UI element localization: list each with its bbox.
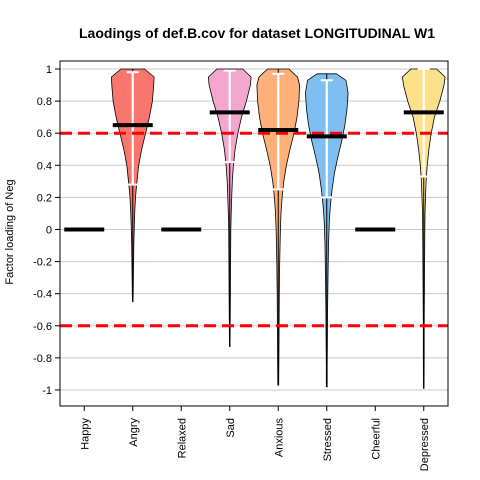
y-tick-label: 1 bbox=[46, 64, 52, 76]
y-axis: 1 0.8 0.6 0.4 0.2 0 -0.2 -0.4 -0.6 -0.8 -1 bbox=[33, 64, 60, 397]
x-tick-label: Relaxed bbox=[176, 418, 188, 458]
chart-title: Laodings of def.B.cov for dataset LONGIT… bbox=[79, 25, 435, 41]
violin-angry bbox=[110, 68, 155, 303]
x-tick-label: Anxious bbox=[273, 418, 285, 458]
violin-depressed bbox=[401, 68, 446, 389]
y-tick-label: 0.2 bbox=[37, 192, 52, 204]
y-tick-label: -0.2 bbox=[33, 257, 52, 269]
x-tick-label: Sad bbox=[225, 418, 237, 438]
x-tick-label: Stressed bbox=[322, 418, 334, 461]
x-tick-label: Happy bbox=[79, 418, 91, 450]
x-tick-label: Depressed bbox=[419, 418, 431, 471]
y-tick-label: 0.6 bbox=[37, 128, 52, 140]
y-tick-label: -0.4 bbox=[33, 289, 52, 301]
mean-bars bbox=[64, 110, 444, 232]
x-tick-label: Cheerful bbox=[370, 418, 382, 460]
y-tick-label: 0.8 bbox=[37, 96, 52, 108]
violin-sad bbox=[207, 68, 252, 347]
y-tick-label: -1 bbox=[42, 385, 52, 397]
y-tick-label: -0.6 bbox=[33, 321, 52, 333]
y-tick-label: -0.8 bbox=[33, 353, 52, 365]
y-tick-label: 0 bbox=[46, 224, 52, 236]
y-axis-label: Factor loading of Neg bbox=[4, 179, 16, 284]
plot-frame bbox=[59, 60, 449, 407]
y-tick-label: 0.4 bbox=[37, 160, 52, 172]
x-axis: Happy Angry Relaxed Sad Anxious Stressed Cheer… bbox=[79, 406, 431, 471]
violin-stressed bbox=[304, 73, 349, 388]
reference-lines bbox=[60, 131, 448, 328]
x-tick-label: Angry bbox=[128, 418, 140, 447]
violin-anxious bbox=[256, 68, 301, 386]
